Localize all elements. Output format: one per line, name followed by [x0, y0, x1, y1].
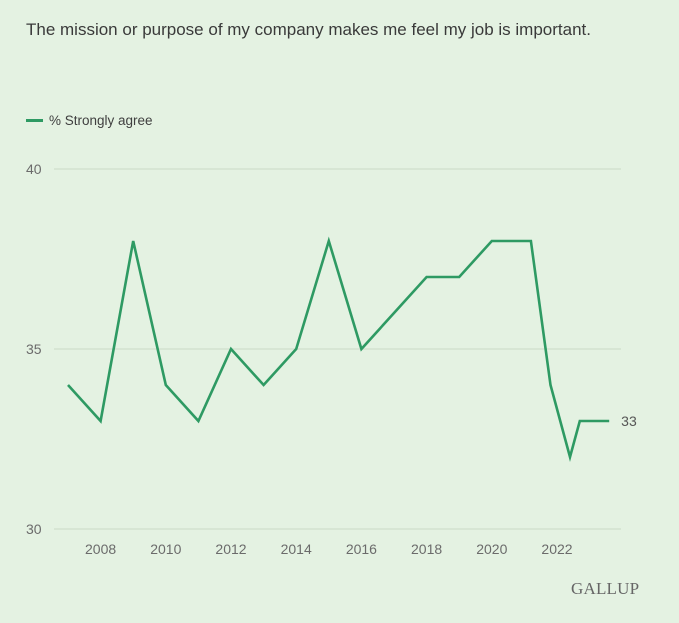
y-axis-ticks: 30 35 40 — [26, 161, 42, 537]
legend-swatch — [26, 118, 43, 122]
x-tick-label: 2022 — [541, 541, 572, 557]
x-tick-label: 2016 — [346, 541, 377, 557]
legend-label: % Strongly agree — [49, 112, 153, 128]
x-tick-label: 2020 — [476, 541, 507, 557]
end-value-label: 33 — [621, 413, 637, 429]
y-tick-label: 35 — [26, 341, 42, 357]
y-tick-label: 30 — [26, 521, 42, 537]
x-tick-label: 2012 — [215, 541, 246, 557]
x-tick-label: 2014 — [281, 541, 312, 557]
x-axis-ticks: 2008 2010 2012 2014 2016 2018 2020 2022 — [85, 541, 573, 557]
series-lines: 33 — [67, 236, 637, 462]
x-tick-label: 2010 — [150, 541, 181, 557]
chart-title: The mission or purpose of my company mak… — [26, 20, 591, 39]
x-tick-label: 2018 — [411, 541, 442, 557]
legend: % Strongly agree — [26, 110, 153, 130]
x-tick-label: 2008 — [85, 541, 116, 557]
gallup-logo: GALLUP — [571, 579, 640, 598]
gridlines — [54, 168, 621, 530]
y-tick-label: 40 — [26, 161, 42, 177]
